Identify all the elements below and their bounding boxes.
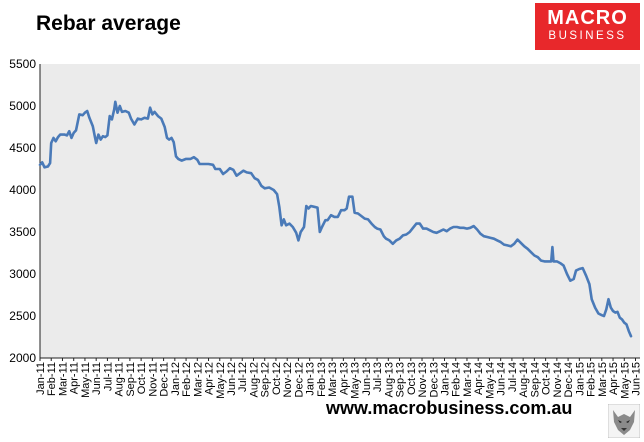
x-tick-label: May-11 [80, 362, 92, 398]
x-tick-label: Feb-15 [586, 362, 598, 397]
x-tick-label: Oct-11 [136, 362, 148, 394]
y-tick-label: 3500 [9, 225, 36, 239]
x-tick-label: Jan-13 [305, 362, 317, 396]
y-ticks: 2000 2500 3000 3500 4000 4500 5000 5500 [9, 57, 36, 365]
y-tick-label: 2000 [9, 351, 36, 365]
x-tick-label: Jul-13 [372, 362, 384, 392]
x-tick-label: Oct-12 [271, 362, 283, 395]
x-tick-label: Jun-13 [361, 362, 373, 396]
x-tick-label: Feb-12 [181, 362, 193, 397]
x-tick-label: Mar-11 [57, 362, 69, 396]
site-url[interactable]: www.macrobusiness.com.au [326, 398, 573, 418]
x-tick-label: Jul-12 [237, 362, 249, 392]
macrobusiness-logo[interactable]: MACRO BUSINESS [535, 3, 640, 50]
rebar-series-line [38, 100, 633, 338]
x-tick-label: Apr-11 [69, 362, 81, 394]
x-tick-label: Dec-11 [159, 362, 171, 397]
x-tick-label: Aug-14 [518, 362, 530, 397]
x-tick-label: Nov-12 [282, 362, 294, 397]
x-tick-label: Jan-15 [574, 362, 586, 396]
x-tick-label: Feb-13 [316, 362, 328, 397]
x-tick-label: Sep-12 [260, 362, 272, 397]
y-tick-label: 5500 [9, 57, 36, 71]
x-tick-label: Dec-12 [293, 362, 305, 397]
x-tick-label: Jul-11 [102, 362, 114, 391]
y-tick-label: 3000 [9, 267, 36, 281]
x-tick-label: Jan-12 [170, 362, 182, 396]
x-tick-label: Jul-14 [507, 362, 519, 392]
x-tick-label: Jan-14 [439, 362, 451, 396]
x-tick-label: Nov-14 [552, 362, 564, 397]
x-tick-label: Apr-15 [608, 362, 620, 395]
x-tick-label: Aug-11 [114, 362, 126, 397]
x-tick-label: May-12 [215, 362, 227, 399]
x-tick-label: Sep-11 [125, 362, 137, 397]
x-tick-label: Mar-14 [462, 362, 474, 397]
x-tick-label: Jan-11 [35, 362, 47, 395]
y-tick-label: 4500 [9, 141, 36, 155]
x-tick-label: Nov-11 [147, 362, 159, 397]
y-tick-label: 5000 [9, 99, 36, 113]
wolf-mascot-icon [608, 404, 640, 438]
x-tick-label: Feb-14 [451, 362, 463, 397]
x-tick-label: Apr-14 [473, 362, 485, 395]
x-tick-label: May-15 [619, 362, 631, 399]
x-tick-label: Mar-12 [192, 362, 204, 397]
x-tick-label: Jun-14 [496, 362, 508, 396]
x-tick-label: Dec-14 [563, 362, 575, 397]
y-tick-label: 4000 [9, 183, 36, 197]
logo-line-2: BUSINESS [548, 30, 627, 42]
x-tick-label: Jun-15 [631, 362, 643, 396]
x-tick-label: Sep-14 [529, 362, 541, 397]
x-tick-label: Jun-12 [226, 362, 238, 396]
x-ticks: Jan-11 Feb-11 Mar-11 Apr-11 May-11 Jun-11 Jul-… [35, 358, 643, 399]
x-tick-label: Mar-13 [327, 362, 339, 397]
x-tick-label: Aug-12 [248, 362, 260, 397]
x-tick-label: Mar-15 [597, 362, 609, 397]
x-tick-label: Apr-12 [204, 362, 216, 395]
x-tick-label: Nov-13 [417, 362, 429, 397]
x-tick-label: Jun-11 [91, 362, 103, 395]
x-tick-label: Aug-13 [383, 362, 395, 397]
x-tick-label: Apr-13 [338, 362, 350, 395]
y-tick-label: 2500 [9, 309, 36, 323]
x-tick-label: Oct-14 [541, 362, 553, 395]
logo-line-1: MACRO [547, 7, 628, 29]
chart-title: Rebar average [36, 12, 181, 35]
x-tick-label: Dec-13 [428, 362, 440, 397]
x-tick-label: May-13 [350, 362, 362, 399]
x-tick-label: Sep-13 [395, 362, 407, 397]
x-tick-label: Oct-13 [406, 362, 418, 395]
x-tick-label: Feb-11 [46, 362, 58, 396]
x-tick-label: May-14 [484, 362, 496, 399]
